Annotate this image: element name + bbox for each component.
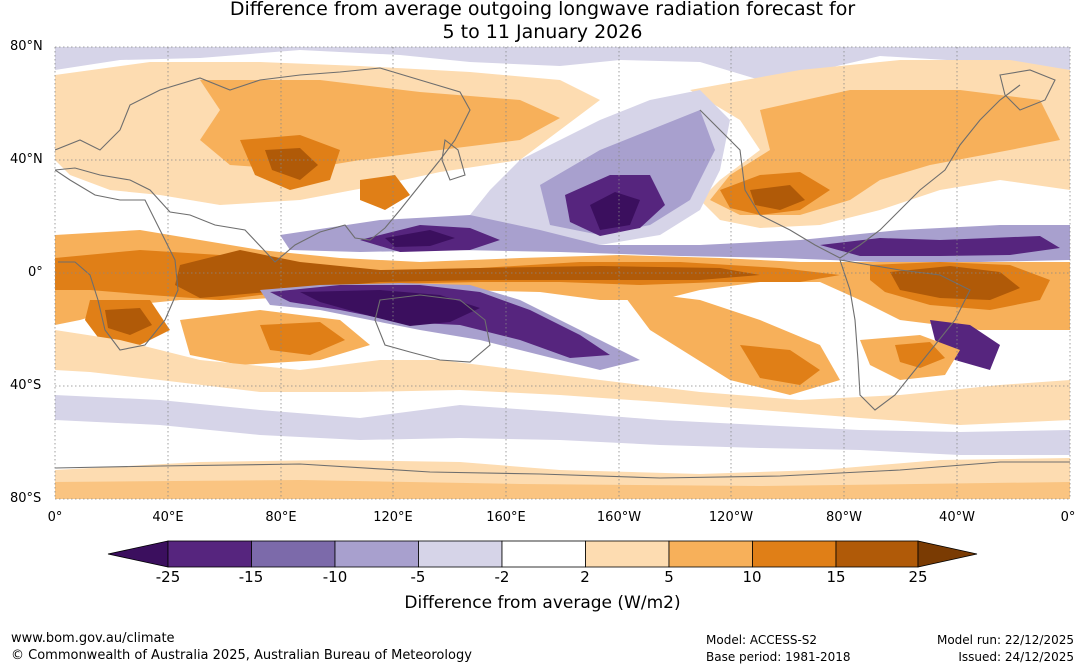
colorbar-tick-label: 5 [664,568,674,586]
colorbar [107,540,978,568]
colorbar-tick-label: 2 [580,568,590,586]
lat-label-equator: 0° [28,265,43,280]
lon-label: 160°E [486,510,526,525]
colorbar-segment [668,540,753,568]
colorbar-tick-label: 10 [742,568,762,586]
footer-issued: Issued: 24/12/2025 [958,650,1074,664]
colorbar-left-triangle [107,540,169,568]
lon-label: 0° [1060,510,1076,525]
colorbar-tick-label: -15 [238,568,264,586]
footer-model-run: Model run: 22/12/2025 [936,633,1074,647]
graticule [54,46,1071,500]
colorbar-tick-label: -10 [322,568,348,586]
lon-label: 80°E [265,510,297,525]
footer-base-period: Base period: 1981-2018 [706,650,851,664]
colorbar-segment [752,540,837,568]
colorbar-segment [501,540,586,568]
lat-label-40n: 40°N [10,152,43,167]
map-title-line1: Difference from average outgoing longwav… [229,0,856,20]
colorbar-segment [585,540,670,568]
colorbar-segment [835,540,919,568]
footer-url[interactable]: www.bom.gov.au/climate [11,631,175,646]
colorbar-tick-label: -5 [410,568,426,586]
colorbar-tick-label: -2 [494,568,510,586]
lon-label: 120°E [373,510,413,525]
colorbar-segment [418,540,503,568]
colorbar-right-triangle [917,540,978,568]
lat-label-40s: 40°S [10,378,42,393]
lon-label: 40°W [939,510,975,525]
lat-label-80s: 80°S [10,491,42,506]
footer-copyright: © Commonwealth of Australia 2025, Austra… [11,648,472,663]
anomaly-field [55,47,1070,499]
map-title-line2: 5 to 11 January 2026 [442,21,643,43]
lon-label: 80°W [826,510,862,525]
colorbar-segment [167,540,252,568]
colorbar-title: Difference from average (W/m2) [404,593,681,613]
colorbar-tick-label: -25 [155,568,181,586]
lon-label: 0° [47,510,63,525]
lon-label: 120°W [708,510,754,525]
lon-label: 40°E [152,510,184,525]
lat-label-80n: 80°N [10,39,43,54]
colorbar-segment [251,540,336,568]
colorbar-segment [334,540,419,568]
colorbar-tick-label: 15 [826,568,846,586]
coastlines [55,67,1070,479]
footer-model: Model: ACCESS-S2 [706,633,818,647]
colorbar-tick-label: 25 [908,568,928,586]
lon-label: 160°W [596,510,642,525]
